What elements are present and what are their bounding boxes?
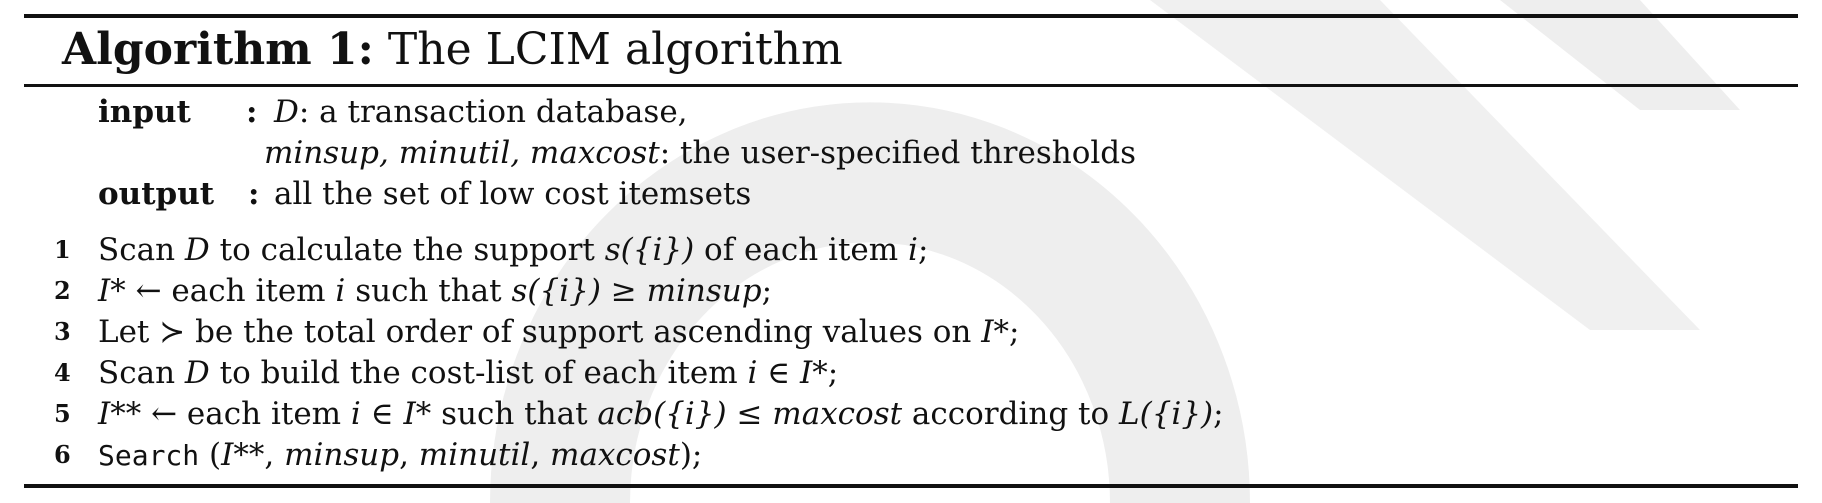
algorithm-step: 1 Scan D to calculate the support s({i})… (0, 230, 1822, 270)
text: , (530, 437, 551, 473)
text: such that (345, 273, 512, 309)
step-text: I** ← each item i ∈ I* such that acb({i}… (98, 394, 1224, 434)
line-number: 5 (54, 399, 71, 428)
math: minsup (284, 437, 400, 473)
step-text: Scan D to build the cost-list of each it… (98, 353, 838, 393)
line-number: 3 (54, 317, 71, 346)
math: s({i}) ≥ minsup (511, 273, 762, 309)
math: acb({i}) ≤ maxcost (597, 396, 903, 432)
math: I* (981, 314, 1009, 350)
math: L({i}) (1119, 396, 1214, 432)
text: such that (431, 396, 598, 432)
text: ); (679, 437, 703, 473)
step-text: I* ← each item i such that s({i}) ≥ mins… (98, 271, 772, 311)
text: to build the cost-list of each item (209, 355, 748, 391)
input-value-2: minsup, minutil, maxcost: the user-speci… (264, 133, 1136, 173)
function-name: Search (98, 439, 200, 472)
algorithm-step: 2 I* ← each item i such that s({i}) ≥ mi… (0, 271, 1822, 311)
line-number: 1 (54, 235, 71, 264)
text: to calculate the support (209, 232, 605, 268)
line-number: 4 (54, 358, 71, 387)
text: , (264, 437, 285, 473)
math: D (184, 355, 210, 391)
math: D (184, 232, 210, 268)
math: s({i}) (604, 232, 695, 268)
output-row: output : all the set of low cost itemset… (0, 174, 1822, 214)
algorithm-step: 3 Let ≻ be the total order of support as… (0, 312, 1822, 352)
text: ( (199, 437, 222, 473)
math: i ∈ I* (350, 396, 432, 432)
step-text: Scan D to calculate the support s({i}) o… (98, 230, 928, 270)
math: i ∈ I* (747, 355, 828, 391)
text: ← each item (141, 396, 351, 432)
input-desc-1: : a transaction database, (298, 94, 688, 130)
text: ; (1008, 314, 1020, 350)
var-d: D (274, 94, 299, 130)
input-desc-2: : the user-specified thresholds (659, 135, 1137, 171)
line-number: 2 (54, 276, 71, 305)
text: ; (827, 355, 839, 391)
text: , (399, 437, 419, 473)
text: ; (1213, 396, 1224, 432)
input-value-1: D: a transaction database, (274, 92, 688, 132)
input-keyword: input (98, 94, 191, 130)
input-row: input : D: a transaction database, (0, 92, 1822, 132)
algorithm-label: Algorithm 1: (62, 24, 374, 75)
caption-rule (24, 84, 1798, 87)
step-text: Search (I**, minsup, minutil, maxcost); (98, 435, 702, 476)
input-colon: : (246, 94, 258, 130)
text: ; (761, 273, 773, 309)
text: Scan (98, 232, 185, 268)
text: Scan (98, 355, 185, 391)
math: I* (98, 273, 126, 309)
top-rule (24, 14, 1798, 18)
math: i (335, 273, 346, 309)
text: ; (917, 232, 929, 268)
text: ← each item (125, 273, 336, 309)
math: minutil (418, 437, 531, 473)
math: maxcost (550, 437, 680, 473)
algorithm-step: 5 I** ← each item i ∈ I* such that acb({… (0, 394, 1822, 434)
output-colon: : (248, 176, 260, 212)
algorithm-step: 6 Search (I**, minsup, minutil, maxcost)… (0, 435, 1822, 475)
text: of each item (694, 232, 909, 268)
algorithm-name: The LCIM algorithm (387, 24, 843, 75)
math: I** (221, 437, 265, 473)
output-keyword: output (98, 176, 215, 212)
text: Let ≻ be the total order of support asce… (98, 314, 982, 350)
text: according to (902, 396, 1120, 432)
math: i (908, 232, 918, 268)
input-row-2: minsup, minutil, maxcost: the user-speci… (0, 133, 1822, 173)
step-text: Let ≻ be the total order of support asce… (98, 312, 1019, 352)
bottom-rule (24, 484, 1798, 488)
output-value: all the set of low cost itemsets (274, 176, 752, 212)
algorithm-step: 4 Scan D to build the cost-list of each … (0, 353, 1822, 393)
math: I** (98, 396, 142, 432)
threshold-vars: minsup, minutil, maxcost (264, 135, 660, 171)
algorithm-caption: Algorithm 1: The LCIM algorithm (62, 18, 843, 82)
line-number: 6 (54, 440, 71, 469)
